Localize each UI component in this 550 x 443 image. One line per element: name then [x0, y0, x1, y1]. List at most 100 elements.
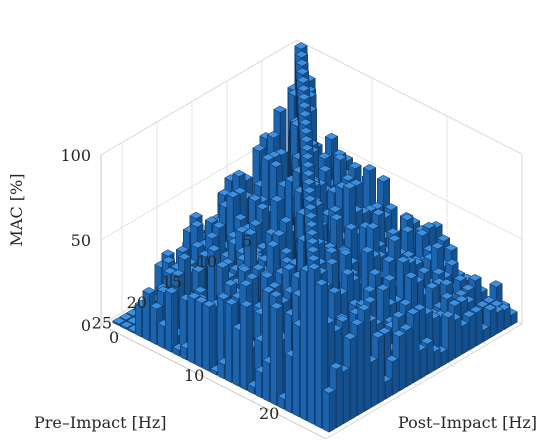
bar-face-top: [149, 302, 164, 310]
bar-face-top: [298, 118, 313, 126]
bar-face-right: [391, 358, 399, 396]
bar-face-right: [208, 303, 216, 372]
bar-face-right: [335, 365, 343, 429]
bar-face-top: [453, 274, 467, 282]
bar-face-top: [255, 202, 270, 210]
bar-face-top: [371, 330, 385, 339]
bar-face-top: [224, 298, 239, 306]
bar-face-right: [496, 308, 504, 335]
bar-face-right: [454, 316, 462, 359]
bar-face-left: [165, 290, 172, 353]
bar-face-top: [382, 255, 396, 263]
bar-face-top: [454, 295, 469, 303]
z-axis-label: MAC [%]: [7, 174, 26, 247]
bar-face-right: [349, 335, 357, 421]
bar-face-top: [119, 320, 134, 329]
bar-face-top: [248, 219, 263, 227]
bar-face-top: [475, 300, 490, 308]
bar-face-top: [400, 213, 414, 221]
bar-face-left: [307, 266, 315, 426]
bar: [269, 302, 284, 407]
bar-face-top: [237, 265, 252, 273]
bar-face-top: [300, 152, 315, 160]
bar-face-top: [269, 160, 283, 168]
bar-face-top: [164, 286, 179, 295]
x-axis-label: Post–Impact [Hz]: [398, 413, 537, 432]
bar-face-top: [266, 130, 281, 139]
bar-face-top: [270, 195, 284, 203]
bar-face-left: [240, 303, 247, 391]
bar-face-left: [322, 389, 330, 433]
bar-face-top: [340, 268, 355, 276]
bar-face-top: [398, 298, 413, 306]
bar: [322, 386, 336, 433]
bar-face-top: [317, 152, 332, 160]
bar-face-right: [489, 306, 497, 339]
bar-face-top: [348, 161, 362, 170]
z-grid-line-left-wall: [100, 39, 298, 156]
bar-face-top: [245, 272, 259, 280]
bar-face-top: [366, 222, 380, 230]
bar-face-right: [363, 306, 371, 413]
x-tick-label: 30: [334, 442, 354, 443]
bar-face-top: [300, 144, 314, 152]
bar: [112, 317, 126, 327]
x-grid-line-floor: [325, 323, 523, 440]
bar-face-top: [325, 257, 339, 266]
bar-face-right: [461, 322, 469, 355]
bar-face-right: [503, 306, 511, 331]
bar-face-top: [461, 283, 475, 292]
bar-face-top: [303, 194, 317, 203]
bar-face-top: [305, 228, 319, 237]
bar-face-top: [350, 318, 364, 326]
bar-face-top: [267, 281, 282, 289]
bar-face-top: [303, 203, 318, 211]
bar-face-top: [306, 245, 320, 254]
bar-face-right: [246, 303, 253, 391]
bar: [164, 286, 179, 353]
bar-face-top: [295, 67, 310, 75]
bar-face-top: [329, 213, 344, 221]
bar-face-top: [302, 178, 316, 186]
bar-face-top: [368, 268, 382, 276]
z-tick-label: 100: [60, 146, 91, 165]
bars-layer: [112, 42, 518, 433]
bar-face-left: [255, 369, 262, 399]
bar-face-top: [187, 292, 201, 300]
bar-face-right: [377, 333, 385, 404]
bar-face-left: [225, 301, 232, 384]
bar-face-top: [324, 132, 339, 141]
bar-face-top: [362, 285, 377, 293]
bar-face-top: [386, 227, 400, 235]
bar-face-top: [482, 296, 496, 304]
bar-face-right: [276, 305, 283, 407]
bar-face-top: [279, 247, 294, 255]
bar-face-top: [302, 186, 317, 194]
labels-layer: MAC [%] Pre–Impact [Hz] Post–Impact [Hz]…: [7, 146, 537, 443]
bar-face-top: [412, 303, 427, 311]
bar-face-top: [327, 286, 342, 294]
bar-face-top: [447, 299, 462, 307]
z-grid-line-right-wall: [296, 39, 523, 155]
bar-face-top: [171, 269, 185, 277]
bar-face-right: [398, 332, 406, 392]
bar-face-top: [223, 279, 238, 287]
x-tick-label: 0: [109, 328, 119, 347]
bar-face-top: [251, 263, 266, 271]
bar-face-top: [341, 174, 355, 182]
bar-face-top: [191, 265, 206, 273]
bar-face-top: [260, 271, 274, 279]
bar-face-top: [371, 208, 386, 216]
bar-face-top: [357, 303, 371, 311]
bar-face-left: [262, 359, 270, 403]
y-axis-label: Pre–Impact [Hz]: [34, 413, 167, 432]
bar-face-top: [304, 220, 319, 228]
bar-face-top: [468, 274, 482, 282]
bar-face-top: [269, 302, 284, 310]
bar-face-top: [175, 245, 190, 253]
bar-face-right: [370, 358, 378, 409]
bar-face-top: [483, 303, 497, 312]
bar-face-top: [344, 223, 358, 231]
bar-face-left: [150, 305, 157, 346]
bar-face-top: [163, 267, 177, 275]
